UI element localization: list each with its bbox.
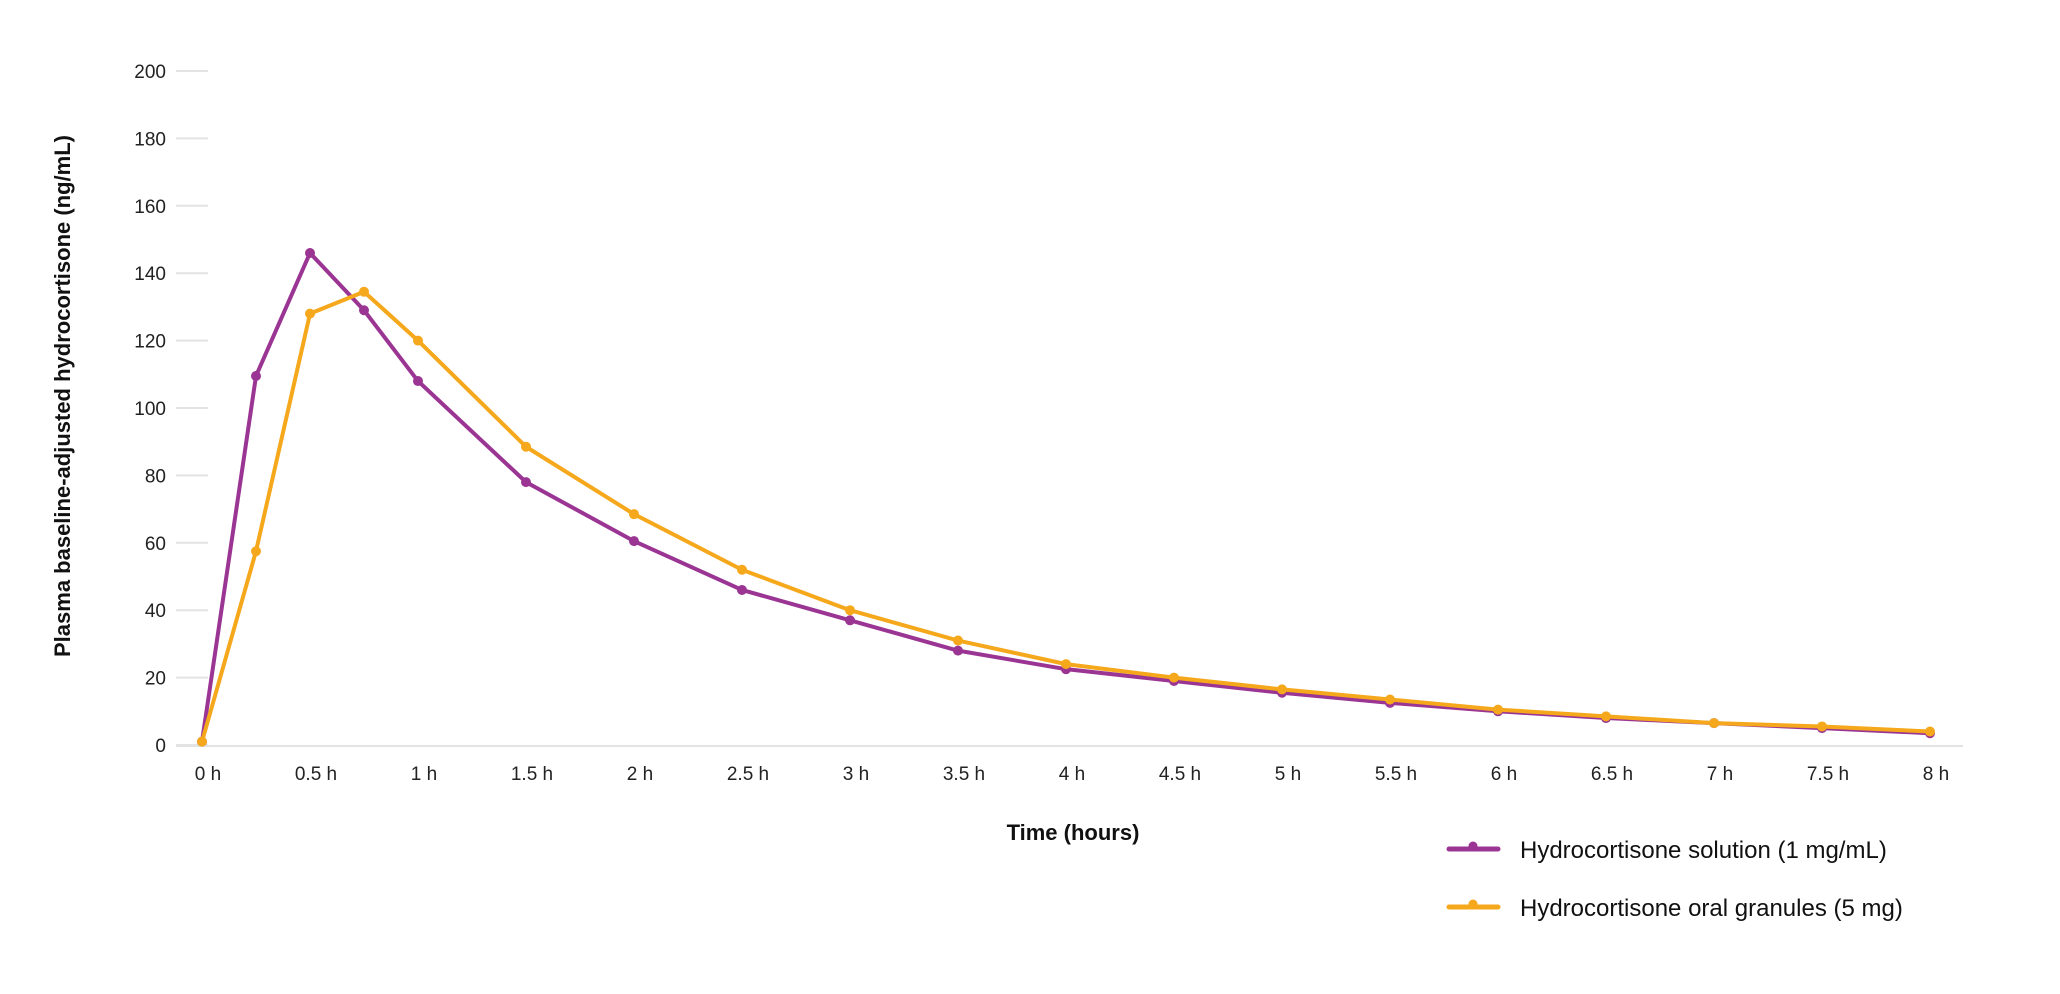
data-point: [413, 335, 423, 346]
x-tick-label: 3.5 h: [943, 764, 985, 785]
x-tick-label: 5.5 h: [1375, 764, 1417, 785]
x-tick-label: 7.5 h: [1807, 764, 1849, 785]
y-tick-label: 60: [145, 534, 166, 555]
data-point: [845, 605, 855, 616]
data-point: [305, 247, 315, 258]
x-tick-label: 8 h: [1923, 764, 1949, 785]
data-point: [359, 286, 369, 297]
x-tick-label: 1 h: [411, 764, 437, 785]
data-point: [359, 305, 369, 316]
gridlines: [176, 70, 1963, 747]
y-tick-label: 0: [155, 736, 166, 757]
data-point: [1709, 718, 1719, 729]
x-tick-label: 7 h: [1707, 764, 1733, 785]
data-point: [521, 441, 531, 452]
x-tick-label: 0 h: [195, 764, 221, 785]
legend: Hydrocortisone solution (1 mg/mL) Hydroc…: [1446, 837, 1903, 922]
data-point: [197, 736, 207, 747]
y-tick-labels: 0 20 40 60 80 100 120 140 160 180 200: [134, 62, 166, 757]
legend-item-solution[interactable]: Hydrocortisone solution (1 mg/mL): [1446, 837, 1887, 864]
x-tick-labels: 0 h 0.5 h 1 h 1.5 h 2 h 2.5 h 3 h 3.5 h 4 h 4.5 h…: [195, 764, 1949, 785]
x-tick-label: 2 h: [627, 764, 653, 785]
x-tick-label: 0.5 h: [295, 764, 337, 785]
data-point: [1925, 726, 1935, 737]
data-point: [737, 564, 747, 575]
data-point: [1169, 672, 1179, 683]
data-point: [521, 477, 531, 488]
series-group: [197, 247, 1935, 747]
x-tick-label: 1.5 h: [511, 764, 553, 785]
legend-marker-solution: [1468, 841, 1478, 851]
y-tick-label: 200: [134, 62, 166, 83]
data-point: [1601, 711, 1611, 722]
data-point: [1385, 694, 1395, 705]
x-tick-label: 6.5 h: [1591, 764, 1633, 785]
data-point: [629, 509, 639, 520]
legend-marker-granules: [1468, 899, 1478, 909]
y-tick-label: 80: [145, 466, 166, 487]
x-tick-label: 6 h: [1491, 764, 1517, 785]
data-point: [305, 308, 315, 319]
y-tick-label: 140: [134, 264, 166, 285]
data-point: [845, 615, 855, 626]
series-solution: [197, 247, 1935, 747]
y-axis-title: Plasma baseline-adjusted hydrocortisone …: [50, 135, 75, 657]
data-point: [737, 584, 747, 595]
data-point: [251, 546, 261, 557]
legend-label-solution: Hydrocortisone solution (1 mg/mL): [1520, 837, 1887, 864]
legend-item-granules[interactable]: Hydrocortisone oral granules (5 mg): [1446, 895, 1903, 922]
data-point: [1061, 659, 1071, 670]
data-point: [1493, 704, 1503, 715]
data-point: [1277, 684, 1287, 695]
y-tick-label: 120: [134, 332, 166, 353]
data-point: [953, 645, 963, 656]
x-tick-label: 5 h: [1275, 764, 1301, 785]
y-tick-label: 40: [145, 601, 166, 622]
x-tick-label: 3 h: [843, 764, 869, 785]
x-tick-label: 4 h: [1059, 764, 1085, 785]
data-point: [1817, 721, 1827, 732]
series-granules: [197, 286, 1935, 747]
data-point: [629, 536, 639, 547]
y-tick-label: 180: [134, 129, 166, 150]
legend-label-granules: Hydrocortisone oral granules (5 mg): [1520, 895, 1903, 922]
y-tick-label: 20: [145, 669, 166, 690]
data-point: [251, 370, 261, 381]
x-axis-title: Time (hours): [1007, 820, 1140, 845]
y-tick-label: 160: [134, 197, 166, 218]
x-tick-label: 4.5 h: [1159, 764, 1201, 785]
data-point: [953, 635, 963, 646]
y-tick-label: 100: [134, 399, 166, 420]
data-point: [413, 376, 423, 387]
x-tick-label: 2.5 h: [727, 764, 769, 785]
